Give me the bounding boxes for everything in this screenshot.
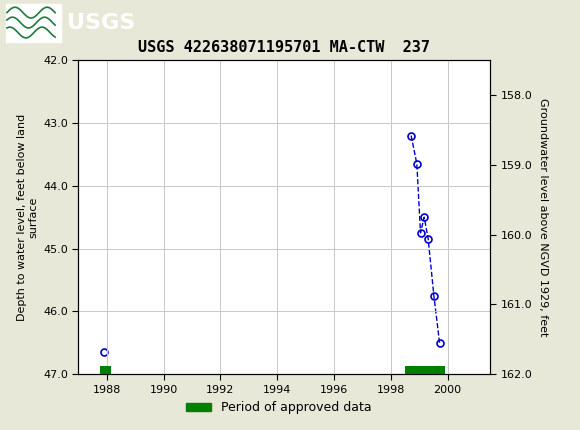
Title: USGS 422638071195701 MA-CTW  237: USGS 422638071195701 MA-CTW 237 [138, 40, 430, 55]
Y-axis label: Groundwater level above NGVD 1929, feet: Groundwater level above NGVD 1929, feet [538, 98, 548, 336]
FancyBboxPatch shape [6, 3, 61, 42]
Bar [100, 366, 111, 374]
Legend: Period of approved data: Period of approved data [180, 396, 376, 419]
Y-axis label: Depth to water level, feet below land
surface: Depth to water level, feet below land su… [17, 114, 39, 321]
Bar [405, 366, 445, 374]
Text: USGS: USGS [67, 12, 135, 33]
